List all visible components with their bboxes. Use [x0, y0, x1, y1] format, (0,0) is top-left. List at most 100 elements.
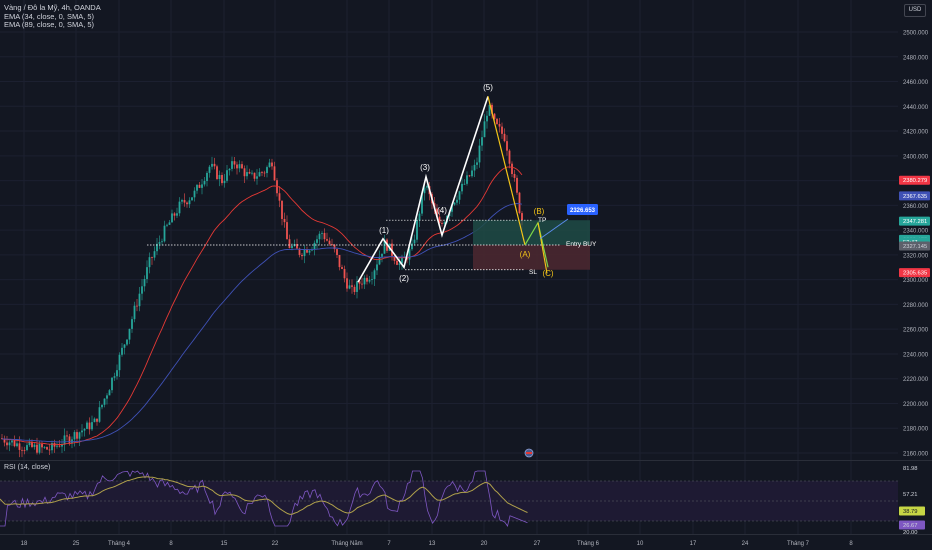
time-tick-label: 7 [387, 541, 391, 547]
wave-label: (2) [399, 274, 409, 283]
time-axis-border [0, 534, 932, 535]
candle-body [266, 167, 268, 174]
candle-body [186, 202, 188, 205]
candle-body [376, 264, 378, 271]
candle-body [93, 418, 96, 423]
candle-body [11, 440, 13, 443]
correction-label: (A) [520, 250, 531, 259]
candle-body [28, 441, 31, 446]
time-tick-label: 20 [481, 541, 488, 547]
price-tick-label: 2480.000 [903, 55, 929, 61]
candle-body [471, 170, 473, 177]
time-axis[interactable]: 18 25 Tháng 4 8 15 22 Tháng Năm 7 13 20 27 Tháng 6 1… [21, 541, 854, 547]
candle-body [153, 251, 156, 258]
candle-body [336, 249, 338, 255]
correction-label: (C) [542, 269, 553, 278]
price-label-value: 2347.281 [903, 219, 927, 225]
candle-body [421, 193, 423, 214]
candle-body [436, 208, 438, 217]
candle-body [221, 174, 223, 184]
candle-body [508, 150, 511, 164]
candle-body [3, 438, 6, 443]
candle-body [358, 281, 361, 284]
time-tick-label: 17 [690, 541, 697, 547]
candle-body [488, 104, 491, 116]
candle-body [493, 113, 496, 119]
candle-body [183, 200, 186, 203]
candle-body [273, 166, 276, 181]
candle-body [333, 244, 336, 250]
candle-body [236, 164, 238, 169]
candle-body [451, 204, 453, 212]
candle-body [338, 254, 341, 268]
drawings[interactable]: (1) (2) (3) (4) (5) (A) (B) (C) TP Entry BUY SL 232… [147, 83, 598, 458]
candle-body [328, 240, 331, 245]
candle-body [378, 256, 381, 265]
ema34-legend[interactable]: EMA (34, close, 0, SMA, 5) [4, 11, 95, 21]
candle-body [191, 197, 193, 201]
candle-body [118, 354, 121, 371]
candle-body [111, 377, 113, 391]
candle-body [366, 277, 368, 282]
price-label-tag [899, 191, 930, 201]
candle-body [188, 200, 191, 205]
rsi-line [0, 470, 528, 527]
candle-body [251, 172, 253, 174]
time-tick-label: 15 [221, 541, 228, 547]
price-tick-label: 2340.000 [903, 229, 929, 235]
candle-body [13, 440, 16, 447]
candle-body [161, 241, 163, 243]
candle-body [86, 422, 88, 429]
price-axis[interactable]: 2500.000 2480.000 2460.000 2440.000 2420.000… [898, 0, 932, 460]
candle-body [301, 254, 303, 257]
price-tick-label: 2160.000 [903, 452, 929, 458]
candle-body [163, 225, 166, 242]
candle-body [278, 193, 281, 201]
symbol-title[interactable]: Vàng / Đô la Mỹ, 4h, OANDA [4, 3, 101, 12]
candle-body [58, 445, 61, 447]
candle-body [513, 173, 516, 178]
pane-separator[interactable] [0, 460, 932, 461]
candle-body [503, 133, 506, 142]
candle-body [101, 404, 103, 408]
candle-body [256, 176, 258, 179]
candle-body [176, 213, 178, 216]
candle-body [203, 180, 206, 185]
candle-body [453, 202, 456, 205]
candle-body [413, 239, 416, 244]
candle-body [36, 444, 38, 453]
currency-button[interactable]: USD [904, 4, 926, 17]
candle-body [478, 145, 481, 163]
correction-label: (B) [534, 207, 545, 216]
candle-body [381, 253, 383, 257]
time-tick-label: Tháng 7 [787, 541, 810, 547]
time-tick-label: 10 [637, 541, 644, 547]
sl-zone [473, 244, 590, 270]
candle-body [158, 242, 161, 244]
candle-body [78, 432, 81, 439]
candle-body [261, 172, 263, 173]
candle-body [173, 213, 176, 216]
rsi-title[interactable]: RSI (14, close) [4, 464, 51, 471]
candle-body [156, 243, 158, 252]
candle-body [321, 232, 323, 234]
candle-body [241, 164, 243, 169]
candle-body [373, 270, 376, 279]
candle-body [318, 233, 321, 240]
candle-body [43, 447, 46, 448]
price-label-value: 2367.635 [903, 194, 927, 200]
candle-body [396, 260, 398, 265]
candle-body [123, 344, 126, 348]
candle-body [23, 449, 26, 451]
ema89-legend[interactable]: EMA (89, close, 0, SMA, 5) [4, 20, 95, 30]
candle-body [46, 447, 48, 450]
price-tick-label: 2460.000 [903, 80, 929, 86]
ema34-line [1, 166, 523, 445]
candle-body [171, 213, 173, 223]
candle-body [108, 390, 111, 396]
candle-body [41, 443, 43, 448]
ema-lines [1, 166, 523, 445]
wave-label: (4) [437, 206, 447, 215]
candle-body [61, 444, 63, 447]
